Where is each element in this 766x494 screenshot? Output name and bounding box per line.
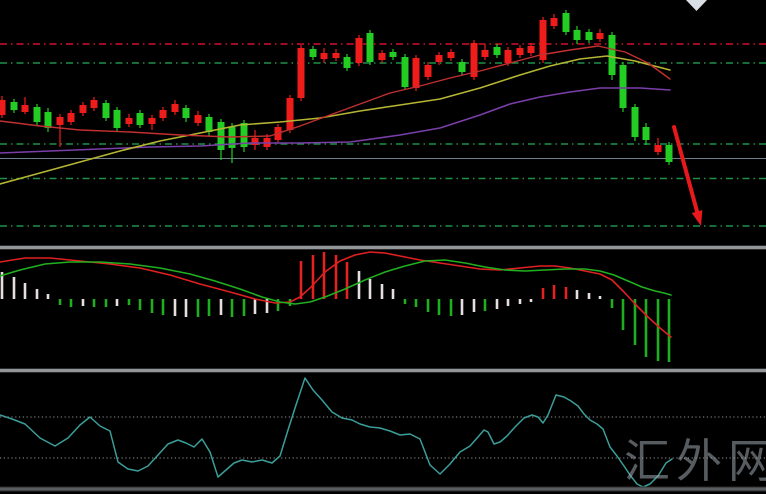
panel-separator-2 [0,486,766,492]
candle [378,50,386,63]
oscillator-line [0,377,673,488]
candle [424,62,432,80]
price-panel [0,0,766,227]
candle [0,96,6,118]
candle [182,105,190,122]
panel-separator-1 [0,368,766,373]
candle [366,30,374,65]
candle [67,110,75,125]
candle [205,114,213,136]
candle [665,142,673,165]
candle [171,100,179,115]
panel-separator-0 [0,245,766,250]
candle [412,55,420,91]
candle [113,107,121,132]
candle [33,104,41,126]
candle [458,59,466,75]
candle [573,26,581,44]
candle [447,49,455,61]
candle [516,45,524,58]
candle [21,97,29,114]
candle [10,99,18,113]
candle [90,97,98,111]
candle [320,48,328,63]
candle [654,138,662,155]
down-arrow-head [691,210,703,226]
candle [619,62,627,112]
candle [102,100,110,121]
candle [309,46,317,60]
candle [596,29,604,42]
candle [401,54,409,90]
macd-panel [0,251,672,362]
candle [389,49,397,60]
candle [148,115,156,130]
candle [470,40,478,80]
candle [562,10,570,35]
candle [136,110,144,128]
candle [159,107,167,121]
ma-mid-yellow [0,55,671,185]
candle [332,49,340,61]
candle [44,108,52,132]
candle [493,44,501,58]
candle [631,104,639,141]
candle [608,32,616,80]
candle [481,44,489,60]
down-arrow-shaft [672,125,700,217]
candle [194,111,202,126]
macd-line [0,251,672,338]
candle [56,114,64,147]
candle [435,52,443,65]
oscillator-panel [0,377,766,488]
candle [343,54,351,71]
candle [527,43,535,56]
top-triangle-marker [686,0,707,11]
candle [642,123,650,145]
candle [79,102,87,116]
candle [550,14,558,29]
candle [286,95,294,133]
candle [585,29,593,43]
ma-fast-red [0,45,671,138]
candle [251,130,259,150]
macd-signal-line [0,259,672,305]
candle [125,114,133,127]
candle [539,17,547,63]
candle [297,45,305,101]
candles [0,10,673,165]
candle [355,35,363,66]
